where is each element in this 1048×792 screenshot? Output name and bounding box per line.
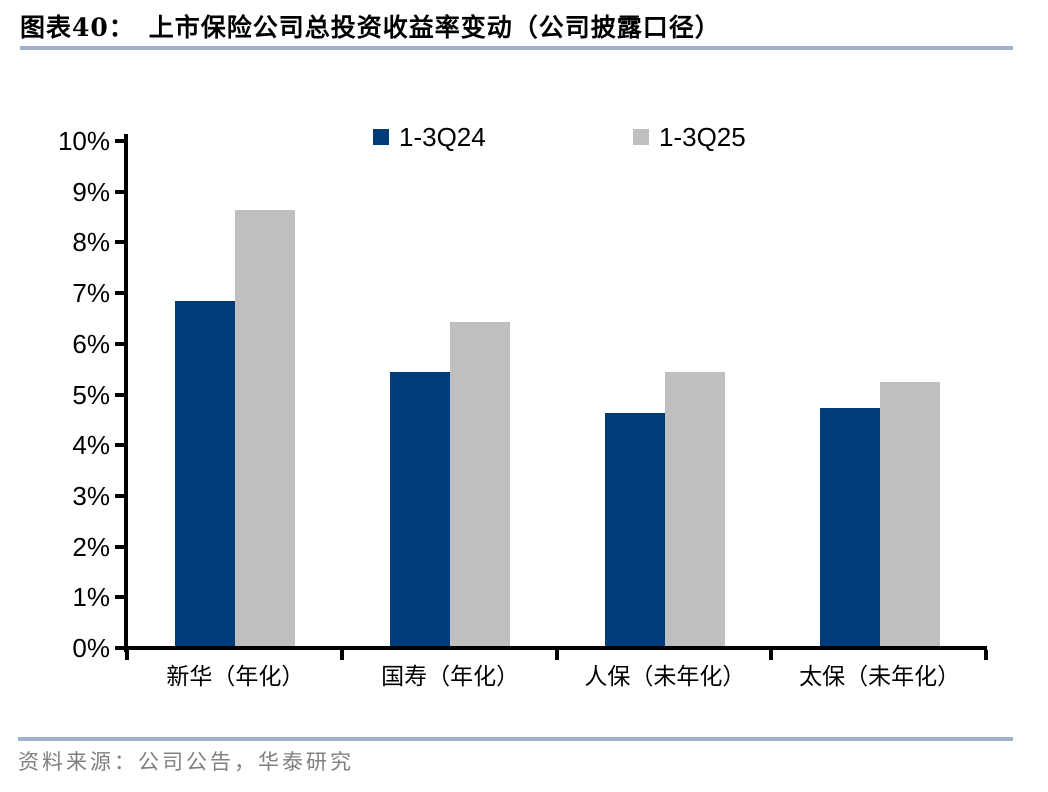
footer-divider xyxy=(18,737,1013,741)
legend-item-1-3Q24: 1-3Q24 xyxy=(373,122,486,152)
y-tick-label: 9% xyxy=(72,176,110,207)
y-tick xyxy=(115,392,124,397)
y-tick xyxy=(115,139,124,143)
y-tick-label: 3% xyxy=(72,480,110,511)
y-tick xyxy=(115,544,124,549)
x-axis-line xyxy=(124,646,987,650)
x-category-label: 太保（未年化） xyxy=(799,664,961,690)
bar-1-3Q25-2 xyxy=(664,372,725,646)
y-tick xyxy=(115,189,124,194)
y-tick-label: 6% xyxy=(72,328,110,359)
y-tick-label: 8% xyxy=(72,227,110,258)
title-divider xyxy=(20,46,1013,50)
x-category-label: 人保（未年化） xyxy=(584,664,746,690)
figure-title-row: 图表40： 上市保险公司总投资收益率变动（公司披露口径） xyxy=(20,8,721,44)
legend-swatch-1-3Q25 xyxy=(633,129,649,145)
x-tick xyxy=(554,650,559,660)
y-tick xyxy=(115,240,124,245)
x-tick xyxy=(984,650,988,660)
y-tick-label: 10% xyxy=(57,126,110,156)
figure-number-label: 图表40： xyxy=(20,13,135,42)
legend-swatch-1-3Q24 xyxy=(373,129,389,145)
page-title: 上市保险公司总投资收益率变动（公司披露口径） xyxy=(148,13,721,42)
y-tick-label: 0% xyxy=(72,633,110,663)
y-tick xyxy=(115,291,124,296)
source-note: 资料来源：公司公告，华泰研究 xyxy=(18,750,354,774)
y-tick xyxy=(115,493,124,498)
x-tick xyxy=(769,650,774,660)
y-axis-line xyxy=(124,134,128,652)
legend-label-1-3Q24: 1-3Q24 xyxy=(399,122,486,152)
y-tick xyxy=(115,595,124,600)
x-tick xyxy=(339,650,344,660)
y-tick-label: 5% xyxy=(72,379,110,410)
y-tick-label: 1% xyxy=(72,582,110,613)
y-tick-label: 4% xyxy=(72,430,110,461)
bar-1-3Q25-3 xyxy=(879,382,940,646)
bar-1-3Q24-0 xyxy=(175,301,236,646)
bar-1-3Q25-1 xyxy=(450,321,511,646)
legend-label-1-3Q25: 1-3Q25 xyxy=(659,122,746,152)
y-tick xyxy=(115,646,124,650)
x-tick xyxy=(125,650,129,660)
bar-1-3Q24-3 xyxy=(819,407,880,646)
bar-1-3Q24-1 xyxy=(390,372,451,646)
y-tick-label: 7% xyxy=(72,278,110,309)
y-tick-label: 2% xyxy=(72,531,110,562)
y-tick xyxy=(115,443,124,448)
bar-1-3Q24-2 xyxy=(604,412,665,646)
x-category-label: 新华（年化） xyxy=(166,664,305,690)
y-tick xyxy=(115,341,124,346)
legend-item-1-3Q25: 1-3Q25 xyxy=(633,122,746,152)
x-category-label: 国寿（年化） xyxy=(381,664,520,690)
bar-1-3Q25-0 xyxy=(235,209,296,646)
